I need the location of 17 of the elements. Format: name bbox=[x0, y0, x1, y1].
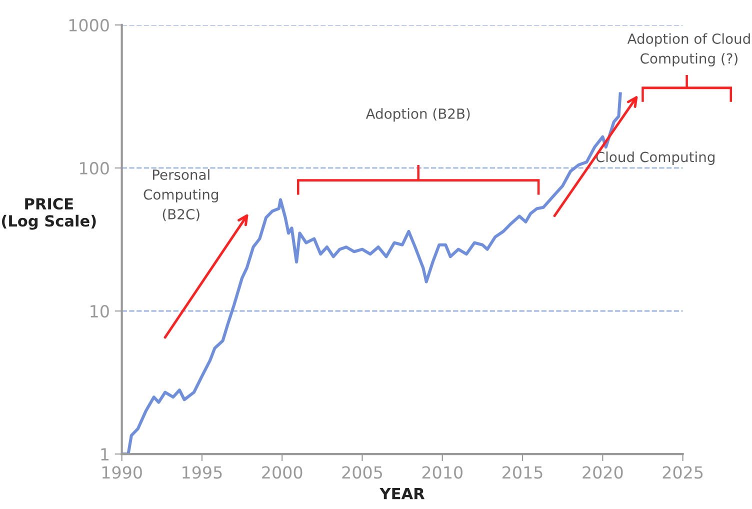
y-axis-title: PRICE (Log Scale) bbox=[2, 198, 96, 230]
x-tick-label: 1990 bbox=[102, 466, 142, 479]
x-tick-label: 2025 bbox=[662, 466, 703, 479]
x-tick-label: 1995 bbox=[182, 466, 222, 479]
annotation: Adoption of Cloud Computing (?) bbox=[627, 33, 750, 66]
x-tick-label: 2020 bbox=[582, 466, 623, 479]
x-tick-label: 2010 bbox=[422, 466, 462, 479]
y-tick-label: 1000 bbox=[69, 18, 109, 32]
y-tick-label: 10 bbox=[90, 304, 109, 318]
x-tick-label: 2005 bbox=[342, 466, 382, 479]
x-axis-title: YEAR bbox=[380, 488, 425, 500]
y-tick-label: 100 bbox=[80, 162, 109, 175]
x-tick-label: 2015 bbox=[502, 466, 542, 479]
x-tick-label: 2000 bbox=[262, 466, 302, 479]
annotation: Personal Computing (B2C) bbox=[144, 169, 218, 222]
y-tick-label: 1 bbox=[101, 448, 108, 460]
annotation: Adoption (B2B) bbox=[366, 108, 470, 122]
